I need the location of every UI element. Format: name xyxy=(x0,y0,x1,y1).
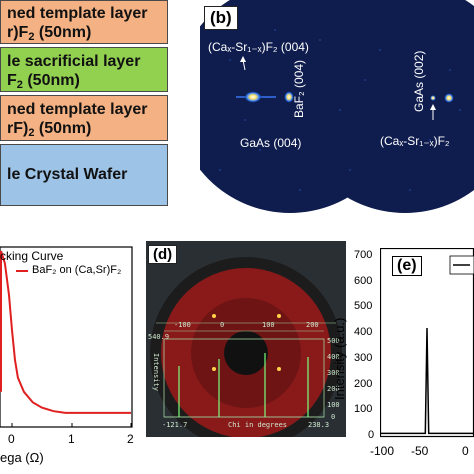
overlay-peaks xyxy=(178,353,309,417)
label-caxsr-004: (Caₓ-Sr₁₋ₓ)F₂ (004) xyxy=(208,40,309,54)
pole-spot-3 xyxy=(212,367,216,371)
spot-baf2-004 xyxy=(284,91,294,103)
panel-b-label: (b) xyxy=(204,6,238,30)
plot-frame-c xyxy=(0,246,133,428)
detector-circle-right xyxy=(290,0,474,213)
top-tick-1: -100 xyxy=(174,321,191,329)
ytick-e-300: 300 xyxy=(354,351,373,364)
top-tick-4: 200 xyxy=(306,321,319,329)
right-tick-200: 200 xyxy=(327,385,340,393)
layer-1-line1: ned template layer xyxy=(7,5,148,22)
top-tick-2: 0 xyxy=(220,321,225,329)
noise-speckles xyxy=(219,29,461,191)
panel-b-diffraction: (b) (Caₓ-Sr₁₋ₓ)F₂ (004) BaF₂ (004) GaAs … xyxy=(200,0,474,217)
right-tick-100: 100 xyxy=(327,401,340,409)
layer-2-line2: F2 (50nm) xyxy=(7,72,80,91)
xtick-e-1: -100 xyxy=(370,444,395,458)
series-line-e xyxy=(380,327,474,435)
spot-caxsr-right xyxy=(430,95,436,101)
layer-2-line1: le sacrificial layer xyxy=(7,53,141,70)
ytick-e-400: 400 xyxy=(354,326,373,339)
x-axis-label-c: ega (Ω) xyxy=(0,450,44,465)
diffraction-image xyxy=(200,0,474,213)
y-axis-label-e: Intensity (a.u.) xyxy=(332,317,347,400)
legend-label-c: BaF₂ on (Ca,Sr)F₂ xyxy=(32,264,122,276)
layer-template-top: ned template layer r)F2 (50nm) xyxy=(0,0,168,44)
chart-c-title: cking Curve xyxy=(0,249,64,263)
left-top-value: 540.9 xyxy=(148,333,170,341)
rocking-curve-chart xyxy=(0,246,133,428)
label-baf2-004: BaF₂ (004) xyxy=(292,59,306,118)
right-tick-400: 400 xyxy=(327,353,340,361)
label-caxsr-bottom: (Caₓ-Sr₁₋ₓ)F₂ xyxy=(380,134,450,148)
intensity-chart xyxy=(380,248,474,438)
top-tick-3: 100 xyxy=(262,321,275,329)
xtick-label-2: 2 xyxy=(127,432,134,446)
right-tick-500: 500 xyxy=(327,337,340,345)
label-gaas-002: GaAs (002) xyxy=(412,50,426,112)
xtick-label-1: 1 xyxy=(68,432,75,446)
pole-figure-image xyxy=(150,257,342,437)
bottom-right-value: 238.3 xyxy=(308,421,330,429)
xtick-e-2: -50 xyxy=(411,444,429,458)
ytick-e-700: 700 xyxy=(354,249,373,261)
layer-1-line2: r)F2 (50nm) xyxy=(7,24,92,43)
series-line-baf2 xyxy=(0,250,131,414)
right-tick-300: 300 xyxy=(327,369,340,377)
ytick-e-600: 600 xyxy=(354,274,373,287)
layer-template-bottom: ned template layer rF)2 (50nm) xyxy=(0,95,168,141)
ytick-e-500: 500 xyxy=(354,300,373,313)
pole-center xyxy=(224,331,268,375)
layer-3-line1: ned template layer xyxy=(7,101,148,118)
ytick-e-0: 0 xyxy=(368,429,375,441)
panel-d-label: (d) xyxy=(148,245,178,264)
xtick-label-0: 0 xyxy=(8,432,15,446)
ytick-e-100: 100 xyxy=(354,403,373,416)
spot-caxsr-004 xyxy=(244,91,262,103)
xtick-e-3: 0 xyxy=(462,444,469,458)
layer-4-line1: le Crystal Wafer xyxy=(7,166,128,183)
layer-wafer: le Crystal Wafer xyxy=(0,144,168,206)
bottom-left-value: -121.7 xyxy=(162,421,188,429)
pole-spot-2 xyxy=(277,314,281,318)
pole-spot-1 xyxy=(212,314,216,318)
layer-sacrificial: le sacrificial layer F2 (50nm) xyxy=(0,47,168,92)
layer-3-line2: rF)2 (50nm) xyxy=(7,120,92,139)
bottom-mid-label: Chi in degrees xyxy=(228,421,288,429)
panel-e-label: (e) xyxy=(392,256,422,276)
panel-d-pole-figure: (d) -100 0 100 200 540.9 Intensity -121.… xyxy=(146,241,346,437)
pole-spot-4 xyxy=(277,367,281,371)
right-tick-0: 0 xyxy=(331,413,336,421)
ytick-e-200: 200 xyxy=(354,377,373,390)
spot-gaas-002 xyxy=(444,93,454,103)
label-gaas-004: GaAs (004) xyxy=(240,136,302,150)
left-axis-label: Intensity xyxy=(152,353,160,391)
